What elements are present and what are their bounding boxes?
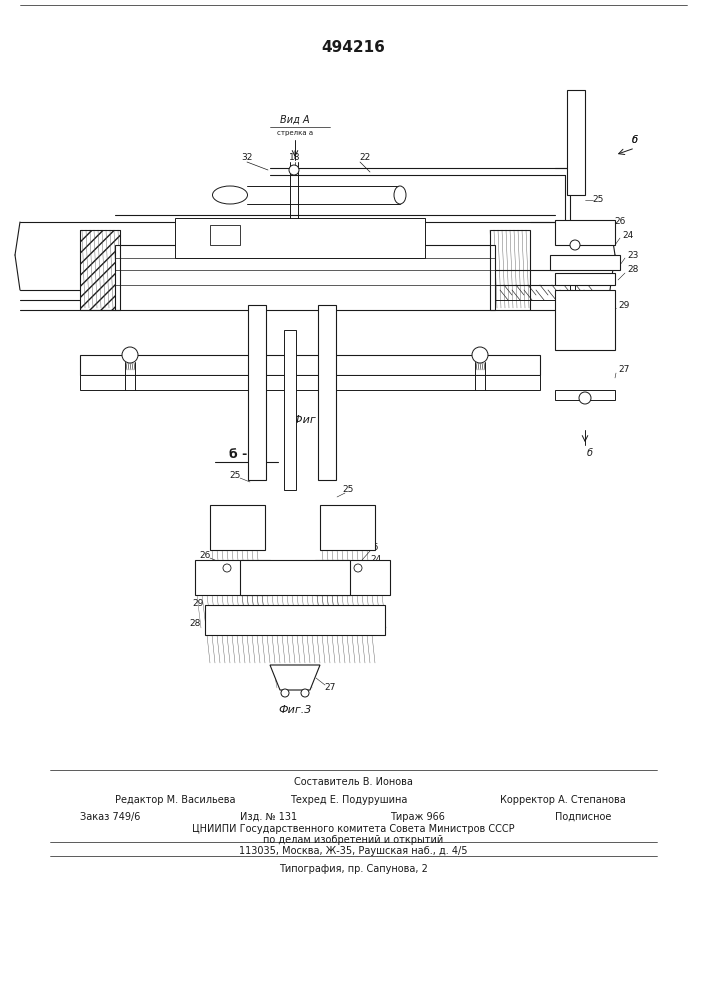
Bar xyxy=(115,245,495,310)
Text: Фиг 2: Фиг 2 xyxy=(293,415,327,425)
Text: 32: 32 xyxy=(241,152,252,161)
Text: 113035, Москва, Ж-35, Раушская наб., д. 4/5: 113035, Москва, Ж-35, Раушская наб., д. … xyxy=(239,846,467,856)
Bar xyxy=(80,230,120,310)
Text: 28: 28 xyxy=(189,618,201,628)
Circle shape xyxy=(472,347,488,363)
Ellipse shape xyxy=(394,186,406,204)
Circle shape xyxy=(579,392,591,404)
Circle shape xyxy=(281,689,289,697)
Text: 24: 24 xyxy=(622,231,633,239)
Text: б: б xyxy=(632,135,638,145)
Bar xyxy=(490,230,530,310)
Text: Составитель В. Ионова: Составитель В. Ионова xyxy=(293,777,412,787)
Bar xyxy=(210,505,265,550)
Text: 25: 25 xyxy=(342,486,354,494)
Bar xyxy=(210,225,240,245)
Circle shape xyxy=(223,564,231,572)
Bar xyxy=(318,305,336,480)
Bar xyxy=(555,220,615,245)
Text: 26: 26 xyxy=(614,218,626,227)
Text: 28: 28 xyxy=(368,578,379,586)
Text: 22: 22 xyxy=(359,152,370,161)
Text: Подписное: Подписное xyxy=(555,812,612,822)
Text: 27: 27 xyxy=(325,684,336,692)
Bar xyxy=(555,290,615,350)
Polygon shape xyxy=(270,665,320,690)
Bar xyxy=(320,505,375,550)
Circle shape xyxy=(289,165,299,175)
Bar xyxy=(175,218,425,258)
Text: Вид А: Вид А xyxy=(280,115,310,125)
Text: 29: 29 xyxy=(192,598,204,607)
Text: по делам изобретений и открытий: по делам изобретений и открытий xyxy=(263,835,443,845)
Text: 26: 26 xyxy=(368,544,379,552)
Text: 25: 25 xyxy=(592,196,604,205)
Bar xyxy=(240,560,350,595)
Bar xyxy=(284,330,296,490)
Text: ЦНИИПИ Государственного комитета Совета Министров СССР: ЦНИИПИ Государственного комитета Совета … xyxy=(192,824,514,834)
Text: 25: 25 xyxy=(229,471,240,480)
Ellipse shape xyxy=(213,186,247,204)
Bar xyxy=(248,305,266,480)
Text: б: б xyxy=(587,448,593,458)
Text: Заказ 749/6: Заказ 749/6 xyxy=(80,812,141,822)
Bar xyxy=(80,355,540,375)
Bar xyxy=(80,230,120,310)
Text: Тираж 966: Тираж 966 xyxy=(390,812,445,822)
Text: 494216: 494216 xyxy=(321,40,385,55)
Text: 28: 28 xyxy=(627,265,638,274)
Text: 26: 26 xyxy=(199,550,211,560)
Text: 29: 29 xyxy=(618,300,629,310)
Text: б - б: б - б xyxy=(229,448,261,462)
Text: 23: 23 xyxy=(369,566,380,574)
Bar xyxy=(80,375,540,390)
Bar xyxy=(315,560,390,595)
Text: Фиг.3: Фиг.3 xyxy=(279,705,312,715)
Text: б: б xyxy=(632,135,638,145)
Text: 27: 27 xyxy=(618,365,629,374)
Text: Корректор А. Степанова: Корректор А. Степанова xyxy=(500,795,626,805)
Text: Редактор М. Васильева: Редактор М. Васильева xyxy=(115,795,235,805)
Circle shape xyxy=(570,240,580,250)
Text: 24: 24 xyxy=(370,556,382,564)
Text: 18: 18 xyxy=(289,152,300,161)
Text: 23: 23 xyxy=(194,570,206,580)
Text: стрелка а: стрелка а xyxy=(277,130,313,136)
Bar xyxy=(555,273,615,285)
Text: Типография, пр. Сапунова, 2: Типография, пр. Сапунова, 2 xyxy=(279,864,428,874)
Bar xyxy=(205,605,385,635)
Text: 23: 23 xyxy=(627,250,638,259)
Bar xyxy=(195,560,270,595)
Text: Техред Е. Подурушина: Техред Е. Подурушина xyxy=(290,795,407,805)
Circle shape xyxy=(122,347,138,363)
Text: Изд. № 131: Изд. № 131 xyxy=(240,812,297,822)
Bar xyxy=(555,390,615,400)
Bar xyxy=(567,90,585,195)
Circle shape xyxy=(301,689,309,697)
Bar xyxy=(550,255,620,270)
Circle shape xyxy=(354,564,362,572)
